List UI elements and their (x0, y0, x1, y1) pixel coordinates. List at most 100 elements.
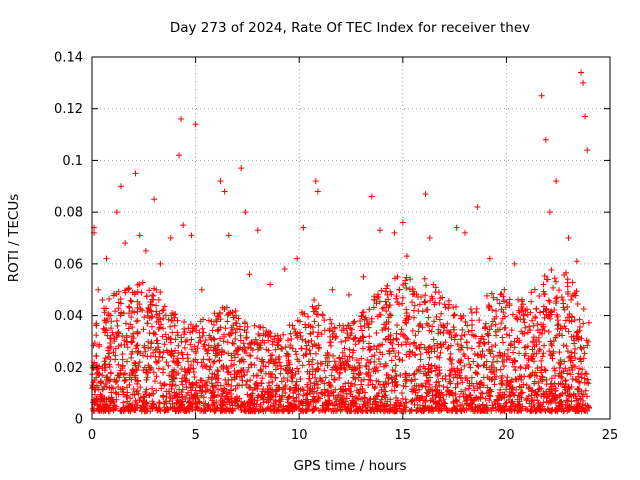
data-point-cloud (583, 371, 590, 378)
data-point-cloud (409, 288, 416, 295)
data-point-cloud (318, 331, 325, 338)
data-point-cloud (126, 381, 133, 388)
data-point-cloud (246, 398, 253, 405)
data-point-cloud (552, 387, 559, 394)
data-point-cloud (383, 402, 390, 409)
data-point-cloud (289, 372, 296, 379)
data-point-cloud (119, 351, 126, 358)
data-point-cloud (453, 303, 460, 310)
data-point-cloud (309, 303, 316, 310)
data-point-cloud (376, 298, 383, 305)
data-point-cloud (551, 365, 558, 372)
data-point (167, 235, 174, 241)
data-point-cloud (516, 350, 523, 357)
data-point-cloud (108, 369, 115, 376)
data-point-cloud (528, 298, 535, 305)
data-point-cloud (546, 313, 553, 320)
data-point-cloud (326, 397, 333, 404)
data-point-cloud (371, 352, 378, 359)
data-point-cloud (128, 354, 135, 361)
data-point-cloud (304, 391, 311, 398)
data-point-cloud (470, 358, 477, 365)
data-point-cloud (384, 291, 391, 298)
data-point-cloud (383, 362, 390, 369)
data-point-cloud (201, 363, 208, 370)
data-point (426, 235, 433, 241)
data-point (461, 229, 468, 236)
data-point-cloud (346, 346, 353, 353)
data-point-cloud (200, 356, 207, 363)
data-point-cloud (401, 403, 408, 410)
data-point-cloud (171, 322, 178, 329)
data-point-cloud (274, 362, 281, 369)
data-point-cloud (357, 323, 364, 330)
data-point-cloud (235, 351, 242, 358)
data-point-cloud (367, 377, 374, 384)
data-point-cloud (411, 339, 418, 346)
data-point-cloud (255, 383, 262, 390)
data-point-cloud (141, 314, 148, 321)
data-point-cloud (444, 407, 451, 414)
data-point-cloud (569, 375, 576, 382)
data-point-cloud (244, 323, 251, 330)
data-point-cloud (314, 360, 321, 367)
data-point-cloud (480, 339, 487, 346)
data-point (565, 235, 572, 241)
data-point-cloud (219, 387, 226, 394)
data-point-cloud (556, 287, 563, 294)
data-point-cloud (503, 399, 510, 406)
data-point-cloud (142, 348, 149, 355)
data-point-cloud (231, 361, 238, 368)
data-point-cloud (581, 350, 588, 357)
data-point-cloud (167, 404, 174, 411)
data-point-cloud (379, 351, 386, 358)
data-point-cloud (188, 387, 195, 394)
data-point-cloud (153, 311, 160, 318)
data-point-cloud (309, 356, 316, 363)
data-point-cloud (516, 407, 523, 414)
data-point-cloud (152, 378, 159, 385)
data-point-cloud (388, 375, 395, 382)
data-point-cloud (338, 338, 345, 345)
data-point-cloud (540, 393, 547, 400)
data-point-cloud (147, 353, 154, 360)
data-point-cloud (311, 341, 318, 348)
data-point-cloud (486, 303, 493, 310)
data-point-cloud (199, 383, 206, 390)
data-point-cloud (552, 400, 559, 407)
data-point-cloud (91, 377, 98, 384)
data-point-cloud (462, 319, 469, 326)
data-point-cloud (102, 319, 109, 326)
data-point-cloud (570, 362, 577, 369)
data-point-cloud (451, 312, 458, 319)
data-point-cloud (188, 391, 195, 398)
data-point-cloud (309, 371, 316, 378)
data-point-cloud (170, 358, 177, 365)
data-point-cloud (342, 366, 349, 373)
data-point-cloud (254, 355, 261, 362)
x-tick-label: 25 (602, 428, 619, 443)
data-point-cloud (168, 385, 175, 392)
data-point-cloud (193, 382, 200, 389)
data-point-cloud (568, 333, 575, 340)
data-point-cloud (410, 371, 417, 378)
data-point-cloud (567, 371, 574, 378)
data-point-cloud (342, 337, 349, 344)
data-point-cloud (513, 315, 520, 322)
data-point-cloud (197, 387, 204, 394)
x-tick-label: 10 (291, 428, 308, 443)
data-point-cloud (457, 401, 464, 408)
data-point-cloud (322, 407, 329, 414)
data-point-cloud (315, 329, 322, 336)
y-tick-label: 0.02 (54, 361, 83, 376)
data-point-cloud (245, 344, 252, 351)
data-point-cloud (251, 362, 258, 369)
data-point-cloud (106, 363, 113, 370)
data-point (238, 165, 245, 172)
data-point-cloud (477, 384, 484, 391)
data-point-cloud (243, 350, 250, 357)
data-point-cloud (150, 401, 157, 408)
data-point-cloud (412, 352, 419, 359)
data-point-cloud (585, 380, 592, 387)
data-point-cloud (562, 389, 569, 396)
